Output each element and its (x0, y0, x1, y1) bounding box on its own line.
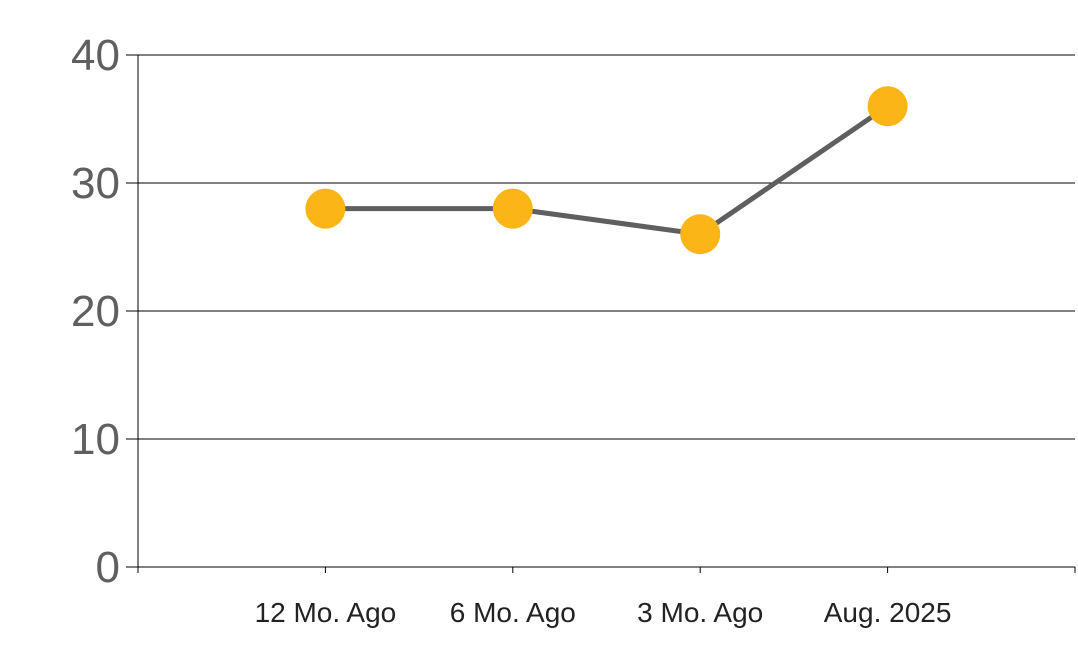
data-point (492, 188, 533, 229)
data-point (680, 214, 721, 255)
y-tick-label: 0 (96, 543, 120, 592)
series-group (305, 86, 908, 255)
gridlines (126, 54, 1075, 440)
y-tick-label: 10 (71, 415, 120, 464)
y-tick-label: 20 (71, 287, 120, 336)
y-axis-ticks: 0 10 20 30 40 (71, 31, 120, 592)
x-tick-label: 12 Mo. Ago (255, 597, 397, 628)
series-line (325, 104, 890, 237)
data-point (305, 188, 346, 229)
x-axis-ticks: 12 Mo. Ago 6 Mo. Ago 3 Mo. Ago Aug. 2025 (255, 597, 952, 628)
axes (126, 55, 1076, 573)
x-tick-label: Aug. 2025 (824, 597, 952, 628)
data-point (867, 86, 908, 127)
y-tick-label: 30 (71, 159, 120, 208)
x-tick-label: 6 Mo. Ago (450, 597, 576, 628)
x-tick-label: 3 Mo. Ago (637, 597, 763, 628)
y-tick-label: 40 (71, 31, 120, 80)
